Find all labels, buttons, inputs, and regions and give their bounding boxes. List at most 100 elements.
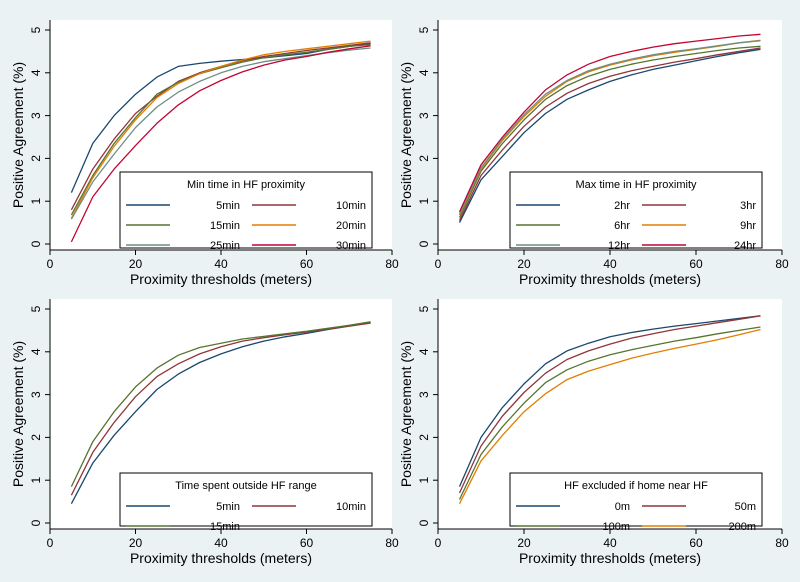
legend-title: HF excluded if home near HF <box>564 480 708 492</box>
y-tick-label: 1 <box>417 198 431 205</box>
x-tick-label: 80 <box>385 257 399 271</box>
legend-label: 200m <box>728 521 756 533</box>
legend-box <box>119 171 373 249</box>
y-tick-label: 4 <box>417 69 431 76</box>
x-tick-label: 0 <box>47 536 54 550</box>
x-tick-label: 0 <box>435 536 442 550</box>
legend-title: Time spent outside HF range <box>175 480 316 492</box>
y-tick-label: 0 <box>29 519 43 526</box>
y-tick-label: 1 <box>417 477 431 484</box>
y-tick-label: 2 <box>29 434 43 441</box>
series-line-200m <box>458 328 761 504</box>
x-axis-title: Proximity thresholds (meters) <box>519 550 701 566</box>
x-tick-label: 20 <box>129 536 143 550</box>
legend-label: 10min <box>336 200 366 212</box>
legend-label: 24hr <box>734 240 756 252</box>
x-axis-title: Proximity thresholds (meters) <box>130 550 312 566</box>
legend-box <box>509 472 763 527</box>
legend-box <box>119 472 373 527</box>
x-tick-label: 80 <box>385 536 399 550</box>
y-axis-title: Positive Agreement (%) <box>398 341 414 487</box>
y-tick-label: 2 <box>417 434 431 441</box>
y-tick-label: 2 <box>29 155 43 162</box>
x-tick-label: 40 <box>603 257 617 271</box>
y-axis-title: Positive Agreement (%) <box>10 62 26 208</box>
series-line-30min <box>70 45 371 243</box>
legend-title: Min time in HF proximity <box>187 179 305 191</box>
legend: Min time in HF proximity 5min 10min 15min 20… <box>119 171 373 252</box>
legend-label: 15min <box>210 220 240 232</box>
legend-label: 6hr <box>614 220 630 232</box>
y-axis-title: Positive Agreement (%) <box>10 341 26 487</box>
x-tick-label: 60 <box>689 536 703 550</box>
legend-title: Max time in HF proximity <box>575 179 697 191</box>
y-tick-label: 1 <box>29 198 43 205</box>
legend-label: 9hr <box>740 220 756 232</box>
legend-label: 5min <box>216 200 240 212</box>
series-line-5min <box>70 322 371 505</box>
x-tick-label: 40 <box>214 257 228 271</box>
x-tick-label: 60 <box>300 536 314 550</box>
y-tick-label: 5 <box>417 305 431 312</box>
y-tick-label: 2 <box>417 155 431 162</box>
x-tick-label: 20 <box>517 536 531 550</box>
series-line-6hr <box>458 45 761 218</box>
x-axis-title: Proximity thresholds (meters) <box>130 271 312 287</box>
chart-panel-4: 0 1 2 3 4 5 0 20 40 60 80 Proximity thresholds (met… <box>398 299 789 566</box>
y-tick-label: 3 <box>417 391 431 398</box>
legend: Time spent outside HF range 5min 10min 15mi… <box>119 472 373 533</box>
x-axis-title: Proximity thresholds (meters) <box>519 271 701 287</box>
y-tick-label: 0 <box>417 519 431 526</box>
x-tick-label: 80 <box>775 257 789 271</box>
series-line-0m <box>458 315 761 487</box>
legend-box <box>509 171 763 249</box>
series-line-3hr <box>458 47 761 221</box>
x-tick-label: 20 <box>517 257 531 271</box>
x-tick-label: 40 <box>603 536 617 550</box>
x-tick-label: 60 <box>689 257 703 271</box>
legend-label: 3hr <box>740 200 756 212</box>
x-tick-label: 20 <box>129 257 143 271</box>
series-line-24hr <box>458 33 761 213</box>
series-line-12hr <box>458 40 761 215</box>
y-tick-label: 0 <box>417 240 431 247</box>
legend-label: 50m <box>735 501 756 513</box>
y-tick-label: 5 <box>417 26 431 33</box>
chart-panel-2: 0 1 2 3 4 5 0 20 40 60 80 Proximity thresholds (met… <box>398 20 789 287</box>
y-axis-title: Positive Agreement (%) <box>398 62 414 208</box>
series-line-15min <box>70 321 371 487</box>
series-line-10min <box>70 322 371 496</box>
y-tick-label: 3 <box>29 112 43 119</box>
x-tick-label: 60 <box>300 257 314 271</box>
legend-label: 5min <box>216 501 240 513</box>
y-tick-label: 5 <box>29 305 43 312</box>
legend-label: 30min <box>336 240 366 252</box>
series-line-15min <box>70 43 371 216</box>
chart-panel-3: 0 1 2 3 4 5 0 20 40 60 80 Proximity thresholds (met… <box>10 299 399 566</box>
series-line-20min <box>70 40 371 219</box>
legend-label: 25min <box>210 240 240 252</box>
x-tick-label: 80 <box>775 536 789 550</box>
legend: HF excluded if home near HF 0m 50m 100m 200m <box>509 472 763 533</box>
y-tick-label: 4 <box>29 69 43 76</box>
series-line-50m <box>458 315 761 494</box>
legend-label: 2hr <box>614 200 630 212</box>
legend-label: 0m <box>615 501 630 513</box>
legend-label: 100m <box>602 521 630 533</box>
y-tick-label: 4 <box>417 348 431 355</box>
y-tick-label: 4 <box>29 348 43 355</box>
x-tick-label: 0 <box>47 257 54 271</box>
legend-label: 12hr <box>608 240 630 252</box>
legend: Max time in HF proximity 2hr 3hr 6hr 9hr 12hr… <box>509 171 763 252</box>
series-line-100m <box>458 326 761 500</box>
legend-label: 10min <box>336 501 366 513</box>
x-tick-label: 40 <box>214 536 228 550</box>
y-tick-label: 3 <box>417 112 431 119</box>
y-tick-label: 0 <box>29 240 43 247</box>
y-tick-label: 1 <box>29 477 43 484</box>
legend-label: 15min <box>210 521 240 533</box>
chart-panel-1: 0 1 2 3 4 5 0 20 40 60 80 Proximity thresholds (met… <box>10 20 399 287</box>
y-tick-label: 5 <box>29 26 43 33</box>
x-tick-label: 0 <box>435 257 442 271</box>
